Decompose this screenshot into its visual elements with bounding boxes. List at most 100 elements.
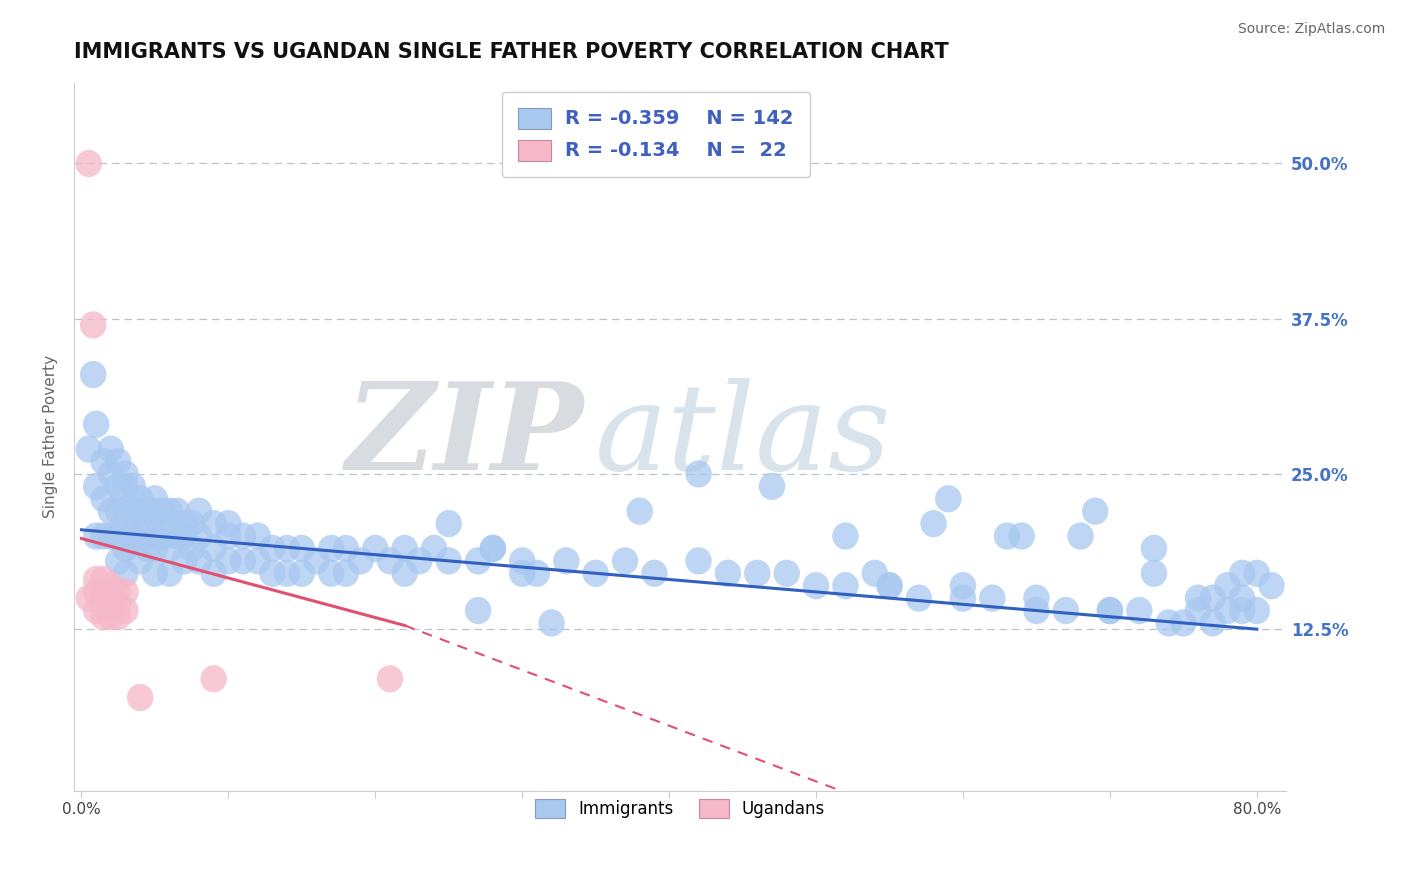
Ellipse shape <box>135 535 160 562</box>
Ellipse shape <box>1215 572 1240 599</box>
Ellipse shape <box>1067 523 1094 549</box>
Ellipse shape <box>120 523 146 549</box>
Ellipse shape <box>97 572 124 599</box>
Ellipse shape <box>523 559 550 587</box>
Ellipse shape <box>288 559 315 587</box>
Ellipse shape <box>163 523 190 549</box>
Ellipse shape <box>1170 609 1197 637</box>
Ellipse shape <box>436 547 463 574</box>
Ellipse shape <box>142 535 169 562</box>
Ellipse shape <box>391 559 418 587</box>
Ellipse shape <box>803 572 830 599</box>
Ellipse shape <box>215 547 242 574</box>
Ellipse shape <box>627 498 652 524</box>
Ellipse shape <box>538 609 565 637</box>
Ellipse shape <box>112 535 139 562</box>
Ellipse shape <box>1215 597 1240 624</box>
Ellipse shape <box>186 498 212 524</box>
Ellipse shape <box>1229 597 1256 624</box>
Ellipse shape <box>714 559 741 587</box>
Ellipse shape <box>80 361 107 388</box>
Ellipse shape <box>97 460 124 488</box>
Ellipse shape <box>1097 597 1123 624</box>
Ellipse shape <box>90 591 117 618</box>
Ellipse shape <box>120 498 146 524</box>
Ellipse shape <box>90 448 117 475</box>
Ellipse shape <box>288 535 315 562</box>
Legend: Immigrants, Ugandans: Immigrants, Ugandans <box>529 792 832 825</box>
Ellipse shape <box>465 597 491 624</box>
Ellipse shape <box>553 547 579 574</box>
Ellipse shape <box>105 523 131 549</box>
Ellipse shape <box>149 498 176 524</box>
Ellipse shape <box>612 547 638 574</box>
Ellipse shape <box>1185 584 1212 612</box>
Ellipse shape <box>105 603 131 631</box>
Ellipse shape <box>172 510 197 537</box>
Ellipse shape <box>1140 559 1167 587</box>
Ellipse shape <box>406 547 433 574</box>
Ellipse shape <box>347 547 374 574</box>
Ellipse shape <box>105 547 131 574</box>
Ellipse shape <box>112 473 139 500</box>
Ellipse shape <box>135 510 160 537</box>
Ellipse shape <box>149 523 176 549</box>
Ellipse shape <box>142 523 169 549</box>
Ellipse shape <box>120 473 146 500</box>
Ellipse shape <box>105 498 131 524</box>
Ellipse shape <box>420 535 447 562</box>
Ellipse shape <box>215 510 242 537</box>
Ellipse shape <box>773 559 800 587</box>
Ellipse shape <box>377 665 404 692</box>
Ellipse shape <box>685 460 711 488</box>
Ellipse shape <box>172 523 197 549</box>
Ellipse shape <box>1024 584 1050 612</box>
Ellipse shape <box>97 435 124 463</box>
Ellipse shape <box>1258 572 1285 599</box>
Ellipse shape <box>90 603 117 631</box>
Ellipse shape <box>186 547 212 574</box>
Ellipse shape <box>274 535 301 562</box>
Ellipse shape <box>1024 597 1050 624</box>
Ellipse shape <box>90 578 117 606</box>
Ellipse shape <box>259 535 285 562</box>
Ellipse shape <box>318 559 344 587</box>
Ellipse shape <box>876 572 903 599</box>
Ellipse shape <box>1199 609 1226 637</box>
Y-axis label: Single Father Poverty: Single Father Poverty <box>44 355 58 518</box>
Ellipse shape <box>127 485 153 512</box>
Ellipse shape <box>1243 597 1270 624</box>
Ellipse shape <box>479 535 506 562</box>
Ellipse shape <box>363 535 388 562</box>
Ellipse shape <box>201 535 226 562</box>
Ellipse shape <box>1097 597 1123 624</box>
Ellipse shape <box>76 584 103 612</box>
Ellipse shape <box>1083 498 1108 524</box>
Ellipse shape <box>215 523 242 549</box>
Ellipse shape <box>127 684 153 711</box>
Ellipse shape <box>921 510 946 537</box>
Ellipse shape <box>105 448 131 475</box>
Ellipse shape <box>744 559 770 587</box>
Text: atlas: atlas <box>595 378 891 495</box>
Ellipse shape <box>105 578 131 606</box>
Ellipse shape <box>905 584 932 612</box>
Ellipse shape <box>1199 584 1226 612</box>
Text: IMMIGRANTS VS UGANDAN SINGLE FATHER POVERTY CORRELATION CHART: IMMIGRANTS VS UGANDAN SINGLE FATHER POVE… <box>75 42 949 62</box>
Ellipse shape <box>641 559 668 587</box>
Ellipse shape <box>76 150 103 178</box>
Ellipse shape <box>112 523 139 549</box>
Ellipse shape <box>142 559 169 587</box>
Ellipse shape <box>135 498 160 524</box>
Ellipse shape <box>876 572 903 599</box>
Ellipse shape <box>179 510 205 537</box>
Ellipse shape <box>229 547 256 574</box>
Ellipse shape <box>201 665 226 692</box>
Ellipse shape <box>318 535 344 562</box>
Ellipse shape <box>112 460 139 488</box>
Ellipse shape <box>1243 559 1270 587</box>
Ellipse shape <box>509 559 536 587</box>
Ellipse shape <box>685 547 711 574</box>
Ellipse shape <box>80 311 107 339</box>
Ellipse shape <box>465 547 491 574</box>
